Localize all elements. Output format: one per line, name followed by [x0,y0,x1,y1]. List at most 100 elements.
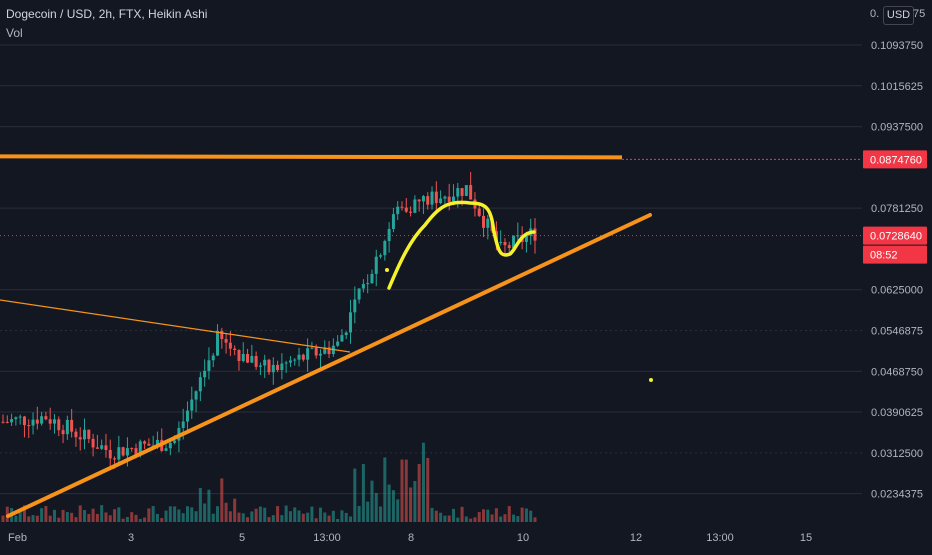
volume-bar [516,516,520,522]
price-axis: 0.1093750 0.1015625 0.0937500 0.0781250 0.06… [871,40,923,501]
candle-body [228,342,232,349]
volume-bar [387,484,391,522]
candle-body [194,391,198,400]
volume-bar [61,509,65,522]
volume-bar [383,457,387,522]
volume-bar [314,518,318,522]
candle-body [439,198,443,204]
volume-bar [113,509,117,522]
freehand-curve [387,200,536,290]
volume-bar [477,512,481,522]
volume-bar [507,506,511,522]
candle-body [181,421,185,428]
volume-bar [464,516,468,522]
candle-body [185,410,189,422]
volume-bar [271,515,275,522]
volume-bar [237,512,241,522]
candle-body [78,437,82,440]
volume-bar [181,513,185,522]
volume-bar [336,518,340,522]
price-tick-label: 0.0937500 [871,122,923,134]
candle-body [482,215,486,228]
volume-bar [168,506,172,522]
top-price-tick: 0. [870,8,880,20]
candle-body [524,235,528,242]
candle-body [318,353,322,356]
candle-body [237,350,241,361]
volume-bar [151,505,155,522]
volume-bar [134,514,138,522]
resistance-price-tag-label: 0.0874760 [870,154,922,166]
candle-body [83,429,87,440]
volume-bar [87,513,91,522]
volume-bar [52,509,56,522]
candle-body [499,242,503,244]
candle-body [413,199,417,213]
candle-body [379,255,383,257]
volume-bar [413,481,417,522]
candle-body [130,448,134,450]
price-tick-label: 0.0390625 [871,407,923,419]
candle-body [61,430,65,435]
volume-bar [35,515,39,522]
time-tick-label: 8 [408,532,414,544]
grid-layer [0,44,862,495]
volume-bar [293,507,297,522]
candle-body [40,416,44,424]
candle-body [224,339,228,343]
candle-body [460,188,464,196]
volume-bar [374,493,378,522]
candle-body [366,283,370,285]
volume-bar [224,502,228,522]
candle-body [396,206,400,215]
candle-body [241,353,245,361]
candle-body [57,419,61,431]
drawings [0,154,862,518]
candle-body [301,354,305,360]
volume-bar [190,507,194,522]
time-tick-label: 12 [630,532,642,544]
marker-dot [649,378,653,382]
resistance-price-tag: 0.0874760 [863,150,927,169]
volume-bar [164,510,168,522]
candle-body [451,196,455,203]
last-price-tag-box [863,226,927,245]
time-tick-label: 5 [239,532,245,544]
volume-bar [194,511,198,522]
volume-bar [434,510,438,522]
volume-legend[interactable]: Vol [6,26,23,40]
volume-bar [409,487,413,522]
chart-title: Dogecoin / USD, 2h, FTX, Heikin Ashi [6,7,208,21]
candle-body [284,362,288,364]
volume-bar [108,515,112,522]
marker-dot [385,268,389,272]
candle-body [533,228,537,241]
candle-body [336,341,340,346]
volume-bar [473,517,477,522]
candle-body [134,448,138,456]
candle-body [198,377,202,392]
volume-bar [207,489,211,522]
currency-selector[interactable]: USD [883,6,914,25]
candle-body [314,347,318,356]
price-tick-label: 0.0625000 [871,285,923,297]
candle-body [246,353,250,363]
volume-bar [447,515,451,522]
candle-body [125,448,129,456]
volume-bar [529,510,533,522]
candle-body [447,196,451,203]
candle-body [18,416,22,418]
candle-body [512,235,516,249]
volume-bar [400,459,404,522]
candle-body [374,256,378,274]
volume-bar [130,512,134,522]
volume-bar [22,505,26,522]
candle-body [147,443,151,446]
volume-bar [512,514,516,522]
volume-bar [121,518,125,522]
candle-body [35,419,39,424]
volume-bar [469,518,473,522]
candle-body [164,448,168,451]
